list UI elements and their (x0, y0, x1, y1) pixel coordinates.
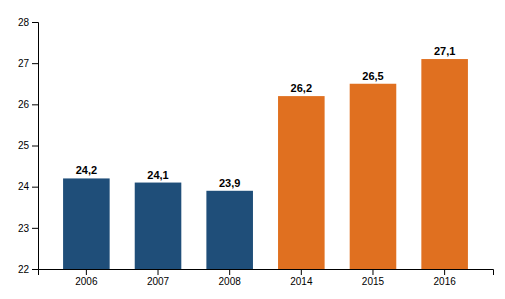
x-tick: 2015 (362, 269, 385, 287)
x-tick: 2006 (75, 269, 98, 287)
x-axis-line (39, 270, 494, 276)
x-tick: 2008 (219, 269, 242, 287)
data-labels: 24,2 24,1 23,9 26,2 26,5 27,1 (76, 45, 456, 189)
y-axis-line (32, 23, 39, 270)
bar (278, 96, 325, 269)
y-tick-mark (32, 269, 38, 270)
data-label: 24,2 (76, 164, 97, 176)
y-tick: 24 (18, 181, 38, 192)
bar (421, 59, 468, 269)
data-label: 23,9 (219, 177, 240, 189)
x-axis: 2006 2007 2008 2014 2015 2016 (39, 269, 494, 287)
data-label: 26,2 (291, 82, 312, 94)
x-tick: 2014 (290, 269, 313, 287)
y-tick: 25 (18, 140, 38, 151)
x-tick-mark (301, 269, 302, 275)
y-tick-label: 28 (18, 17, 30, 28)
bars (63, 59, 468, 269)
y-tick-mark (32, 187, 38, 188)
data-label: 27,1 (434, 45, 455, 57)
y-tick-mark (32, 63, 38, 64)
x-tick-label: 2015 (362, 276, 385, 287)
x-tick-mark (372, 269, 373, 275)
chart: 22 23 24 25 26 27 28 2006 2007 2008 2014 2015 2016 24… (0, 0, 505, 299)
y-axis: 22 23 24 25 26 27 28 (18, 17, 39, 275)
x-tick: 2016 (434, 269, 457, 287)
y-tick-mark (32, 146, 38, 147)
y-tick: 28 (18, 17, 38, 28)
chart-container: 22 23 24 25 26 27 28 2006 2007 2008 2014 2015 2016 24… (0, 0, 505, 299)
y-tick-label: 25 (18, 140, 30, 151)
y-tick-mark (32, 22, 38, 23)
x-tick-label: 2014 (290, 276, 313, 287)
x-tick-mark (158, 269, 159, 275)
plot: 22 23 24 25 26 27 28 2006 2007 2008 2014 2015 2016 24… (18, 17, 494, 287)
bar (350, 84, 397, 269)
data-label: 24,1 (147, 169, 168, 181)
x-tick-label: 2006 (75, 276, 98, 287)
y-tick-label: 22 (18, 264, 30, 275)
x-tick-label: 2016 (434, 276, 457, 287)
bar (63, 178, 110, 269)
x-tick-mark (229, 269, 230, 275)
x-tick: 2007 (147, 269, 170, 287)
x-tick-mark (444, 269, 445, 275)
y-tick: 23 (18, 223, 38, 234)
y-tick: 22 (18, 264, 38, 275)
y-tick-label: 27 (18, 58, 30, 69)
y-tick-label: 23 (18, 223, 30, 234)
bar (135, 183, 182, 269)
data-label: 26,5 (362, 70, 383, 82)
x-tick-mark (86, 269, 87, 275)
y-tick-label: 24 (18, 181, 30, 192)
y-tick: 26 (18, 99, 38, 110)
y-tick-mark (32, 104, 38, 105)
bar (206, 191, 253, 269)
y-tick-mark (32, 228, 38, 229)
y-tick-label: 26 (18, 99, 30, 110)
x-tick-label: 2008 (219, 276, 242, 287)
y-tick: 27 (18, 58, 38, 69)
x-tick-label: 2007 (147, 276, 170, 287)
